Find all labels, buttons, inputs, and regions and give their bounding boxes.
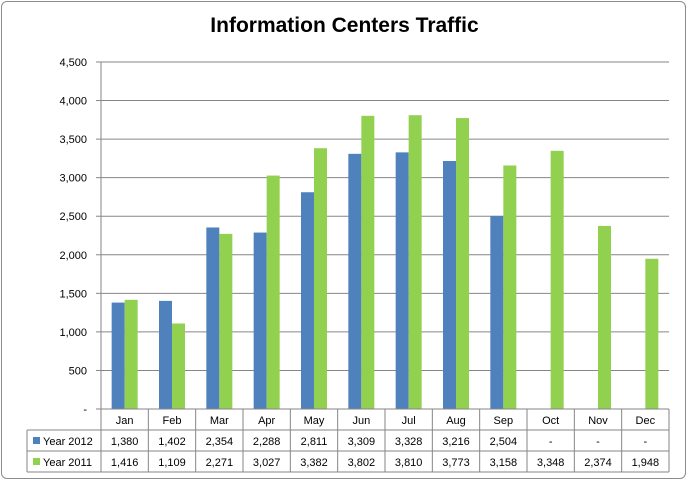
x-tick-label: Aug <box>446 415 466 427</box>
y-tick-label: 2,000 <box>59 250 87 262</box>
data-label: 2,811 <box>301 436 328 448</box>
chart-title: Information Centers Traffic <box>210 14 479 37</box>
x-tick-label: Mar <box>210 415 229 427</box>
bar-year2012-aug <box>443 161 456 409</box>
x-tick-label: Apr <box>258 415 275 427</box>
y-tick-label: 4,500 <box>59 57 87 69</box>
data-label: 3,802 <box>348 457 376 469</box>
y-tick-label: 2,500 <box>59 211 87 223</box>
legend-label: Year 2011 <box>43 457 92 469</box>
bar-year2012-may <box>301 192 314 409</box>
legend-key-year2012 <box>33 437 40 444</box>
data-label: 2,374 <box>584 457 612 469</box>
x-tick-label: Nov <box>588 415 608 427</box>
y-tick-label: 1,000 <box>59 327 87 339</box>
x-tick-label: Dec <box>636 415 656 427</box>
bar-year2011-feb <box>172 323 185 409</box>
bar-year2011-apr <box>266 175 280 409</box>
data-label: 1,416 <box>111 457 139 469</box>
bar-year2012-feb <box>159 300 172 409</box>
data-label: 3,348 <box>537 457 565 469</box>
y-tick-label: 1,500 <box>59 288 87 300</box>
bar-year2012-apr <box>253 232 267 409</box>
data-label: - <box>643 436 647 448</box>
data-label: 3,810 <box>395 457 423 469</box>
bar-year2012-jan <box>111 302 125 409</box>
bar-year2011-aug <box>456 118 469 409</box>
y-tick-label: 3,500 <box>59 134 87 146</box>
x-tick-label: Sep <box>494 415 514 427</box>
data-label: 3,158 <box>490 457 518 469</box>
data-label: 2,354 <box>206 436 234 448</box>
data-label: - <box>596 436 600 448</box>
data-label: 3,773 <box>442 457 470 469</box>
y-tick-label: 4,000 <box>59 96 87 108</box>
bar-year2011-jul <box>408 115 422 409</box>
bar-year2011-sep <box>503 165 517 409</box>
data-label: 2,504 <box>490 436 518 448</box>
bar-year2011-may <box>314 148 327 410</box>
x-tick-label: May <box>304 415 325 427</box>
bar-year2012-sep <box>490 215 504 409</box>
bar-year2012-jun <box>348 153 362 409</box>
x-tick-label: Jul <box>402 415 416 427</box>
data-label: 1,402 <box>158 436 186 448</box>
bar-year2011-mar <box>219 233 233 409</box>
bar-year2011-nov <box>598 225 611 409</box>
y-tick-label: 3,000 <box>59 173 87 185</box>
y-tick-label: - <box>83 404 87 416</box>
data-label: 1,109 <box>158 457 186 469</box>
x-tick-label: Oct <box>542 415 559 427</box>
bar-year2012-mar <box>206 227 220 409</box>
data-label: 1,948 <box>632 457 660 469</box>
data-label: 2,288 <box>253 436 281 448</box>
x-tick-label: Jun <box>352 415 370 427</box>
bar-year2011-jan <box>124 299 138 409</box>
y-tick-label: 500 <box>69 365 87 377</box>
bar-year2012-jul <box>395 152 409 410</box>
data-label: 3,027 <box>253 457 281 469</box>
data-label: 3,328 <box>395 436 423 448</box>
data-label: 3,309 <box>348 436 376 448</box>
data-label: 2,271 <box>206 457 234 469</box>
data-label: 1,380 <box>111 436 139 448</box>
legend-key-year2011 <box>33 458 40 465</box>
data-label: 3,382 <box>300 457 328 469</box>
data-label: 3,216 <box>442 436 470 448</box>
x-tick-label: Jan <box>116 415 134 427</box>
bar-year2011-dec <box>645 258 659 409</box>
bar-year2011-jun <box>361 115 375 410</box>
legend-label: Year 2012 <box>43 436 93 448</box>
x-tick-label: Feb <box>163 415 182 427</box>
data-label: - <box>549 436 553 448</box>
bar-year2011-oct <box>550 150 564 409</box>
